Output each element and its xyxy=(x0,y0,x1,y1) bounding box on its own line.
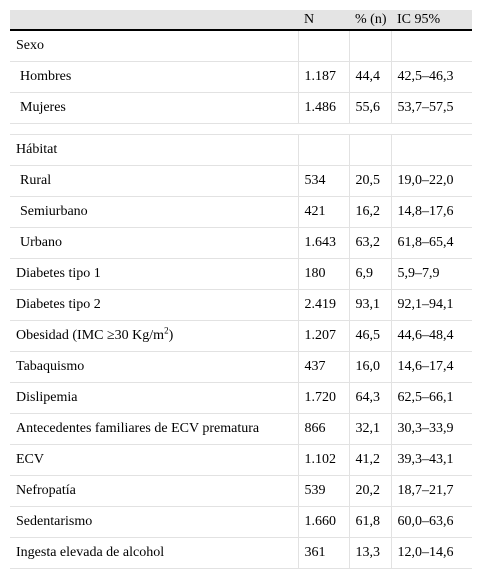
cell: 534 xyxy=(297,165,349,197)
row-label: Dislipemia xyxy=(10,382,298,414)
data-row: Diabetes tipo 1 180 6,9 5,9–7,9 xyxy=(10,258,472,290)
label-part: ) xyxy=(168,328,174,343)
cell: 20,2 xyxy=(348,475,391,507)
cell xyxy=(390,134,472,166)
cell: 92,1–94,1 xyxy=(390,289,472,321)
cell: 61,8–65,4 xyxy=(390,227,472,259)
row-label: Rural xyxy=(10,165,298,197)
row-label: ECV xyxy=(10,444,298,476)
row-label: Diabetes tipo 2 xyxy=(10,289,298,321)
cell: 1.207 xyxy=(297,320,349,352)
cell: 14,8–17,6 xyxy=(390,196,472,228)
cell: 63,2 xyxy=(348,227,391,259)
cell: 2.419 xyxy=(297,289,349,321)
row-label: Nefropatía xyxy=(10,475,298,507)
row-label: Hombres xyxy=(10,61,298,93)
data-row: Hombres 1.187 44,4 42,5–46,3 xyxy=(10,61,472,93)
cell: 1.102 xyxy=(297,444,349,476)
row-label: Sexo xyxy=(10,30,298,62)
superscript: 2 xyxy=(164,325,169,336)
cell: 93,1 xyxy=(348,289,391,321)
cell: 39,3–43,1 xyxy=(390,444,472,476)
data-row: Nefropatía 539 20,2 18,7–21,7 xyxy=(10,475,472,507)
data-row: Urbano 1.643 63,2 61,8–65,4 xyxy=(10,227,472,259)
cell xyxy=(297,30,349,62)
cell: 1.643 xyxy=(297,227,349,259)
cell: 421 xyxy=(297,196,349,228)
cell xyxy=(297,134,349,166)
cell: 32,1 xyxy=(348,413,391,445)
cell: 55,6 xyxy=(348,92,391,124)
row-label: Semiurbano xyxy=(10,196,298,228)
row-label: Antecedentes familiares de ECV prematura xyxy=(10,413,298,445)
label-part: Obesidad (IMC ≥30 Kg/m xyxy=(16,328,165,343)
cell: 53,7–57,5 xyxy=(390,92,472,124)
cell: 437 xyxy=(297,351,349,383)
header-cell xyxy=(10,10,298,31)
cell xyxy=(348,30,391,62)
cell: 19,0–22,0 xyxy=(390,165,472,197)
section-row: Hábitat xyxy=(10,134,472,166)
data-row: Dislipemia 1.720 64,3 62,5–66,1 xyxy=(10,382,472,414)
cell: 1.486 xyxy=(297,92,349,124)
cell: 1.187 xyxy=(297,61,349,93)
cell: 60,0–63,6 xyxy=(390,506,472,538)
data-row: Semiurbano 421 16,2 14,8–17,6 xyxy=(10,196,472,228)
cell: 44,4 xyxy=(348,61,391,93)
cell: 13,3 xyxy=(348,537,391,569)
data-table: N% (n) IC 95% Sexo Hombres 1.187 44,4 42,5–46… xyxy=(10,10,472,569)
cell: 46,5 xyxy=(348,320,391,352)
cell: 16,0 xyxy=(348,351,391,383)
cell: 41,2 xyxy=(348,444,391,476)
header-cell: IC 95% xyxy=(391,10,472,31)
cell: 44,6–48,4 xyxy=(390,320,472,352)
section-row: Sexo xyxy=(10,30,472,62)
row-label: Urbano xyxy=(10,227,298,259)
spacer-cell xyxy=(10,123,472,135)
row-label: Ingesta elevada de alcohol xyxy=(10,537,298,569)
data-row: Diabetes tipo 2 2.419 93,1 92,1–94,1 xyxy=(10,289,472,321)
cell: 16,2 xyxy=(348,196,391,228)
cell: 539 xyxy=(297,475,349,507)
cell: 12,0–14,6 xyxy=(390,537,472,569)
cell: 42,5–46,3 xyxy=(390,61,472,93)
cell: 14,6–17,4 xyxy=(390,351,472,383)
cell: 361 xyxy=(297,537,349,569)
table-body: Sexo Hombres 1.187 44,4 42,5–46,3 Mujeres 1.48… xyxy=(10,30,472,569)
cell: 1.720 xyxy=(297,382,349,414)
header-cell: % (n) xyxy=(349,10,391,31)
cell: 18,7–21,7 xyxy=(390,475,472,507)
cell xyxy=(348,134,391,166)
data-row: Antecedentes familiares de ECV prematura… xyxy=(10,413,472,445)
row-label: Hábitat xyxy=(10,134,298,166)
header-cell: N xyxy=(298,10,349,31)
cell: 1.660 xyxy=(297,506,349,538)
data-row: Mujeres 1.486 55,6 53,7–57,5 xyxy=(10,92,472,124)
cell xyxy=(390,30,472,62)
row-label: Obesidad (IMC ≥30 Kg/m2) xyxy=(10,320,298,352)
data-row: Ingesta elevada de alcohol 361 13,3 12,0–14… xyxy=(10,537,472,569)
cell: 64,3 xyxy=(348,382,391,414)
cell: 6,9 xyxy=(348,258,391,290)
cell: 20,5 xyxy=(348,165,391,197)
spacer-row xyxy=(10,123,472,135)
data-row: Tabaquismo 437 16,0 14,6–17,4 xyxy=(10,351,472,383)
data-row: Sedentarismo 1.660 61,8 60,0–63,6 xyxy=(10,506,472,538)
cell: 61,8 xyxy=(348,506,391,538)
cell: 5,9–7,9 xyxy=(390,258,472,290)
data-row: Rural 534 20,5 19,0–22,0 xyxy=(10,165,472,197)
header-row: N% (n) IC 95% xyxy=(10,10,472,31)
row-label: Mujeres xyxy=(10,92,298,124)
row-label: Tabaquismo xyxy=(10,351,298,383)
cell: 62,5–66,1 xyxy=(390,382,472,414)
row-label: Sedentarismo xyxy=(10,506,298,538)
data-row: ECV 1.102 41,2 39,3–43,1 xyxy=(10,444,472,476)
cell: 180 xyxy=(297,258,349,290)
data-row: Obesidad (IMC ≥30 Kg/m2) 1.207 46,5 44,6–48… xyxy=(10,320,472,352)
cell: 30,3–33,9 xyxy=(390,413,472,445)
cell: 866 xyxy=(297,413,349,445)
row-label: Diabetes tipo 1 xyxy=(10,258,298,290)
